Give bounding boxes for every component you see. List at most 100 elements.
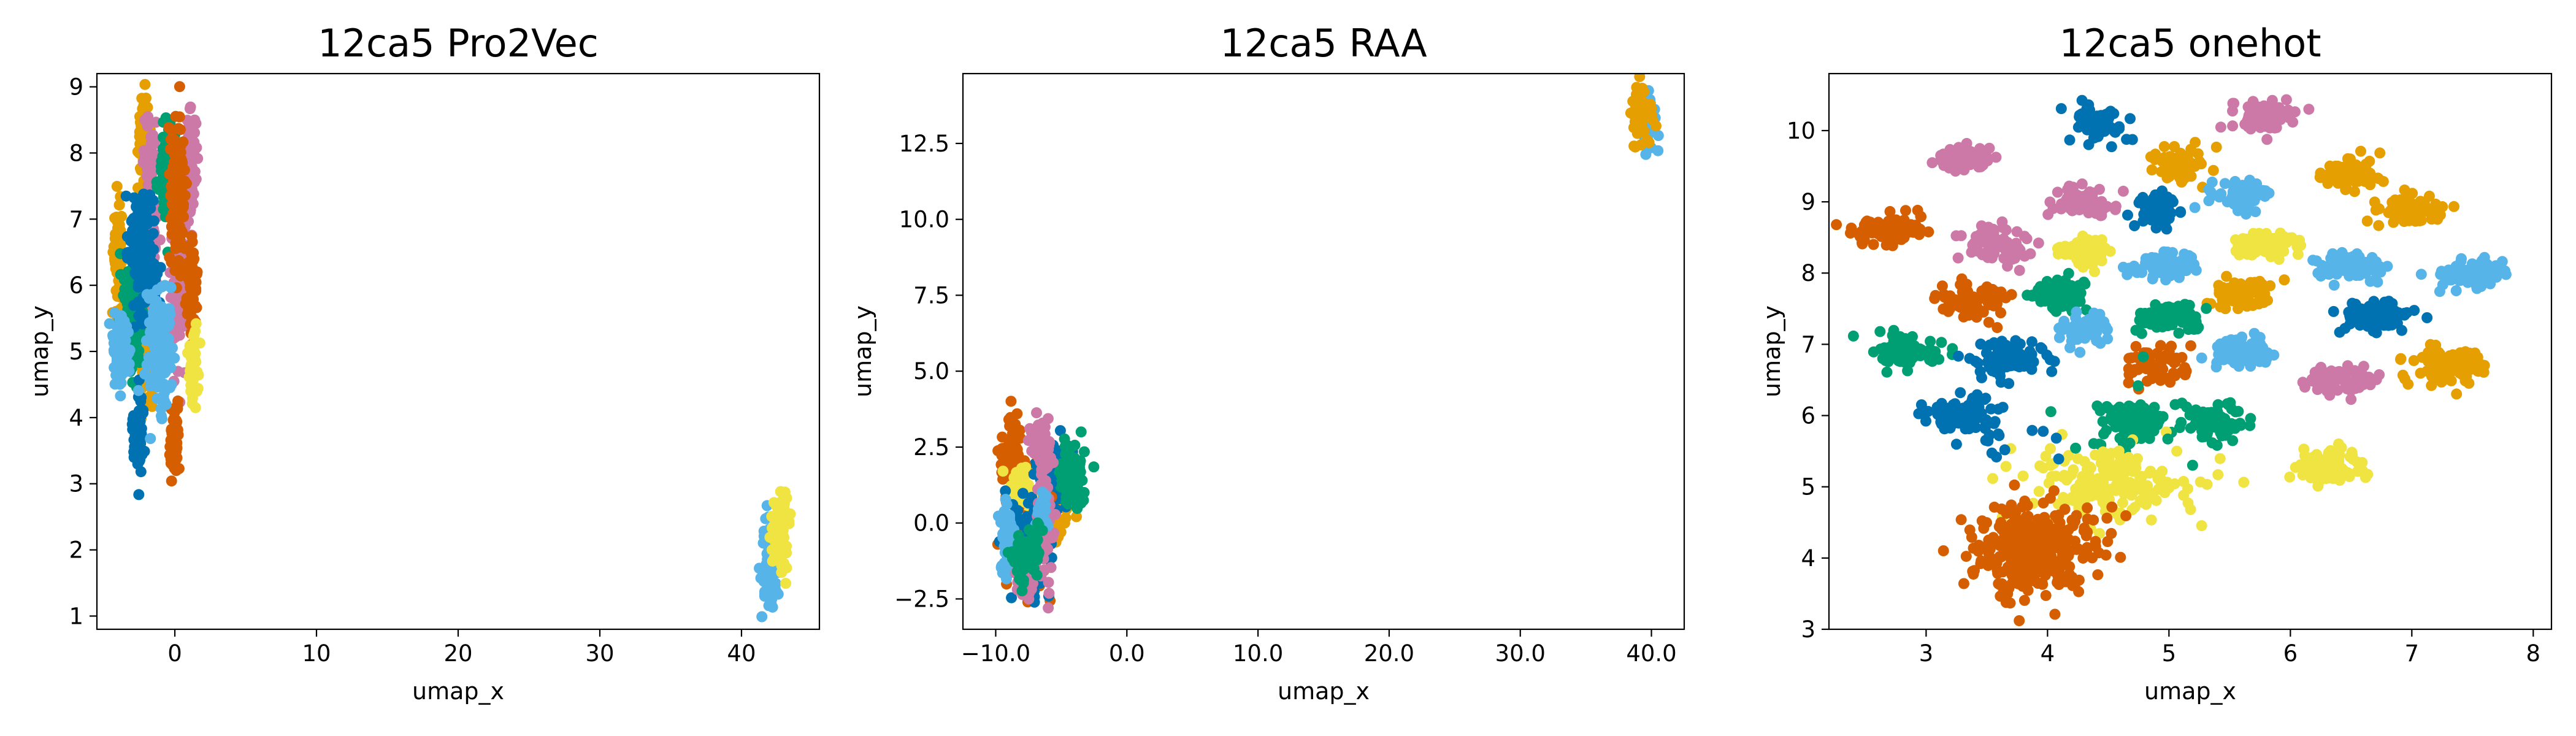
data-point xyxy=(2261,104,2273,115)
data-point xyxy=(170,261,182,272)
data-point xyxy=(1982,232,1994,243)
data-point xyxy=(1628,122,1639,133)
data-point xyxy=(2365,172,2377,183)
data-point xyxy=(142,158,153,169)
data-point xyxy=(188,247,199,259)
data-point xyxy=(2077,261,2089,273)
data-point xyxy=(2054,242,2066,253)
data-point xyxy=(2347,304,2359,316)
cluster-yellow xyxy=(764,486,796,589)
data-point xyxy=(1953,301,1965,312)
data-point xyxy=(772,541,783,553)
data-point xyxy=(1991,322,2003,334)
data-point xyxy=(1031,407,1042,418)
data-point xyxy=(142,111,154,123)
data-point xyxy=(2210,361,2222,373)
data-point xyxy=(2315,172,2326,183)
data-point xyxy=(2083,139,2095,150)
data-point xyxy=(1901,355,1912,367)
data-point xyxy=(780,578,792,589)
data-point xyxy=(2063,267,2074,279)
data-point xyxy=(186,286,197,298)
y-tick-label: 2.5 xyxy=(913,434,949,461)
data-point xyxy=(2232,205,2244,217)
data-point xyxy=(2353,261,2364,273)
cluster-blue xyxy=(2055,94,2138,153)
data-point xyxy=(2307,255,2319,266)
data-point xyxy=(1968,148,1980,160)
data-point xyxy=(186,305,197,316)
data-point xyxy=(1983,316,1995,328)
data-point xyxy=(190,318,202,329)
scatter-points xyxy=(104,79,796,623)
cluster-skyblue xyxy=(2117,246,2202,286)
data-point xyxy=(190,355,201,366)
cluster-orange xyxy=(2314,145,2389,197)
data-point xyxy=(1040,475,1051,486)
cluster-yellow xyxy=(2052,230,2116,277)
data-point xyxy=(1957,288,1969,300)
data-point xyxy=(2070,287,2082,299)
data-point xyxy=(2426,380,2437,391)
data-point xyxy=(1043,602,1054,614)
y-tick-label: 10.0 xyxy=(899,207,949,233)
data-point xyxy=(112,213,123,225)
data-point xyxy=(2227,120,2239,132)
data-point xyxy=(2210,141,2222,153)
data-point xyxy=(1035,502,1046,513)
data-point xyxy=(2053,332,2065,343)
cluster-skyblue xyxy=(2196,328,2280,373)
data-point xyxy=(1980,148,1991,159)
x-axis-label: umap_x xyxy=(1278,678,1370,705)
data-point xyxy=(159,386,171,397)
cluster-skyblue xyxy=(132,280,180,444)
data-point xyxy=(2074,204,2085,216)
data-point xyxy=(2273,239,2285,251)
data-point xyxy=(138,145,150,156)
data-point xyxy=(2337,161,2349,173)
cluster-vermillion xyxy=(1831,204,1934,251)
data-point xyxy=(136,244,147,256)
data-point xyxy=(183,145,195,156)
data-point xyxy=(767,568,779,580)
subplot-raa: −10.0 0.0 10.0 20.0 30.0 40.0−2.50.02.55.07.5… xyxy=(849,21,1685,705)
data-point xyxy=(778,519,790,531)
chart-title: 12ca5 RAA xyxy=(1220,21,1427,66)
data-point xyxy=(2268,349,2280,361)
data-point xyxy=(2396,324,2407,336)
data-point xyxy=(142,120,153,132)
data-point xyxy=(1028,445,1040,457)
data-point xyxy=(2166,310,2177,321)
data-point xyxy=(2386,304,2398,316)
data-point xyxy=(111,180,123,192)
data-point xyxy=(174,141,186,153)
data-point xyxy=(186,236,198,248)
data-point xyxy=(1037,524,1048,536)
x-tick-label: 40 xyxy=(727,640,756,667)
cluster-orange xyxy=(2145,137,2222,193)
data-point xyxy=(2117,261,2129,273)
y-tick-label: 8 xyxy=(69,140,83,166)
data-point xyxy=(2190,264,2202,276)
data-point xyxy=(164,144,176,155)
x-tick-label: 30 xyxy=(585,640,614,667)
data-point xyxy=(2014,361,2025,373)
data-point xyxy=(770,577,781,589)
x-tick-label: 30.0 xyxy=(1495,640,1546,667)
data-point xyxy=(2245,179,2256,191)
data-point xyxy=(2382,261,2393,272)
data-point xyxy=(1955,279,1966,291)
data-point xyxy=(1036,453,1048,464)
data-point xyxy=(1915,210,1926,222)
data-point xyxy=(2226,286,2238,297)
cluster-skyblue xyxy=(104,307,136,402)
data-point xyxy=(2358,161,2370,173)
data-point xyxy=(2324,160,2336,172)
data-point xyxy=(142,102,153,113)
data-point xyxy=(2328,279,2340,291)
data-point xyxy=(2219,178,2231,190)
data-point xyxy=(2363,314,2374,326)
data-point xyxy=(2147,201,2159,213)
cluster-green xyxy=(2130,299,2212,339)
data-point xyxy=(123,347,134,359)
